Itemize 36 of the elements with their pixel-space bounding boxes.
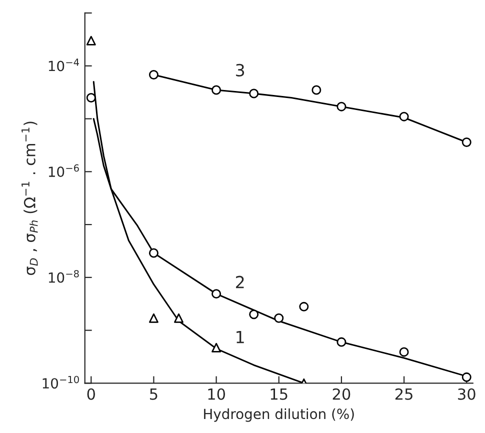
point (212, 342, 222, 352)
point (312, 85, 322, 95)
x-axis-title: Hydrogen dilution (%) (204, 408, 354, 422)
point (462, 137, 472, 147)
point (274, 313, 284, 323)
point (174, 313, 184, 323)
point (212, 85, 222, 95)
point (249, 310, 259, 320)
x-tick-label: 0 (87, 388, 95, 400)
point (148, 248, 158, 258)
point (86, 92, 96, 102)
text: σ$_{D}$ , σ$_{Ph}$ (Ω$^{−1}$ . cm$^{−1}$) (22, 122, 38, 276)
point (399, 347, 409, 357)
annotation: 1 (236, 330, 244, 344)
point (336, 337, 346, 347)
y-tick-label: 10$^{−6}$ (48, 164, 79, 178)
y-tick-label: 10$^{−4}$ (48, 58, 79, 72)
annotation: 2 (236, 276, 244, 288)
x-tick-label: 5 (150, 388, 158, 400)
x-tick-label: 15 (270, 388, 288, 400)
y-tick-label: 10$^{−10}$ (42, 376, 79, 389)
annotation: 3 (236, 64, 244, 77)
point (249, 88, 259, 98)
x-tick-label: 20 (332, 388, 350, 400)
point (86, 36, 96, 46)
y-tick-label: 10$^{−8}$ (48, 270, 79, 283)
point (148, 313, 158, 323)
point (148, 70, 158, 80)
x-tick-label: 10 (208, 388, 225, 400)
point (299, 302, 309, 312)
point (399, 112, 409, 122)
x-tick-label: 30 (458, 388, 476, 400)
point (336, 102, 346, 112)
point (212, 289, 222, 299)
point (462, 372, 472, 382)
x-tick-label: 25 (395, 388, 412, 400)
